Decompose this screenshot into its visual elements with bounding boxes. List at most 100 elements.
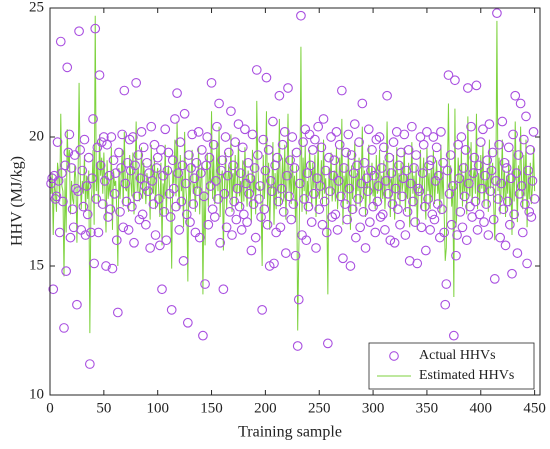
actual-point <box>426 155 437 166</box>
actual-point <box>502 196 513 207</box>
actual-point <box>148 199 159 209</box>
actual-point <box>499 157 510 168</box>
actual-point <box>324 152 334 163</box>
actual-point <box>54 227 65 238</box>
actual-point <box>456 132 467 142</box>
y-tick-label: 15 <box>29 257 44 273</box>
actual-point <box>252 150 263 160</box>
actual-point <box>124 134 135 145</box>
actual-point <box>198 330 208 341</box>
actual-point <box>69 150 80 160</box>
actual-point <box>72 299 82 310</box>
actual-point <box>188 199 199 209</box>
actual-point <box>136 126 147 137</box>
actual-point <box>333 176 344 186</box>
actual-point <box>189 173 200 184</box>
actual-point <box>140 219 151 230</box>
actual-point <box>298 137 308 148</box>
actual-point <box>65 232 76 243</box>
actual-point <box>186 163 196 173</box>
actual-point <box>510 90 521 101</box>
actual-point <box>500 240 511 251</box>
actual-point <box>430 176 441 186</box>
actual-point <box>206 77 217 88</box>
actual-point <box>257 305 268 315</box>
actual-point <box>84 359 95 369</box>
actual-point <box>471 80 482 91</box>
actual-point <box>345 261 356 271</box>
actual-point <box>237 142 248 153</box>
actual-point <box>445 150 456 160</box>
actual-point <box>315 181 326 191</box>
actual-point <box>311 243 321 253</box>
legend-label: Actual HHVs <box>419 348 496 363</box>
actual-point <box>479 217 489 227</box>
actual-point <box>204 152 215 163</box>
actual-point <box>240 124 250 135</box>
actual-point <box>428 132 439 142</box>
actual-point <box>289 163 300 173</box>
actual-point <box>296 10 306 21</box>
actual-point <box>280 248 291 258</box>
actual-point <box>485 186 496 197</box>
actual-point <box>80 230 91 240</box>
actual-point <box>292 341 303 351</box>
actual-point <box>342 214 353 225</box>
actual-point <box>176 196 187 207</box>
actual-point <box>496 178 507 189</box>
actual-point <box>185 217 195 227</box>
actual-point <box>182 317 193 328</box>
actual-point <box>230 137 241 148</box>
actual-point <box>451 250 461 261</box>
actual-point <box>493 194 503 204</box>
actual-point <box>521 111 531 122</box>
actual-point <box>319 196 330 207</box>
actual-point <box>310 134 320 145</box>
actual-point <box>168 183 179 194</box>
actual-point <box>399 129 410 140</box>
actual-point <box>179 108 190 119</box>
actual-point <box>377 209 388 220</box>
actual-point <box>245 173 256 184</box>
actual-point <box>66 163 77 173</box>
actual-point <box>243 157 254 168</box>
actual-point <box>157 284 167 295</box>
actual-point <box>366 165 376 176</box>
actual-point <box>193 126 204 137</box>
actual-point <box>151 163 162 173</box>
actual-point <box>263 145 274 155</box>
actual-point <box>209 212 220 222</box>
actual-point <box>93 227 104 238</box>
actual-point <box>513 150 524 160</box>
actual-point <box>61 266 72 277</box>
actual-point <box>177 160 188 171</box>
actual-point <box>478 124 488 135</box>
actual-point <box>335 191 346 202</box>
actual-point <box>235 168 246 178</box>
actual-point <box>325 186 335 197</box>
actual-point <box>114 147 124 158</box>
actual-point <box>389 237 400 248</box>
actual-point <box>347 204 358 215</box>
actual-point <box>336 85 347 96</box>
actual-point <box>470 196 481 207</box>
actual-point <box>242 217 252 227</box>
actual-point <box>59 323 69 333</box>
actual-point <box>251 65 262 75</box>
actual-point <box>358 206 369 217</box>
actual-point <box>484 119 495 129</box>
actual-point <box>341 147 352 158</box>
actual-point <box>175 137 186 148</box>
actual-point <box>147 176 158 186</box>
actual-point <box>299 194 310 204</box>
actual-point <box>160 124 171 135</box>
actual-point <box>178 255 189 266</box>
actual-point <box>107 263 118 274</box>
actual-point <box>397 191 408 202</box>
legend-marker <box>389 351 399 361</box>
actual-point <box>162 165 173 176</box>
actual-point <box>369 170 380 181</box>
x-tick-label: 350 <box>416 400 439 416</box>
actual-point <box>447 181 458 191</box>
